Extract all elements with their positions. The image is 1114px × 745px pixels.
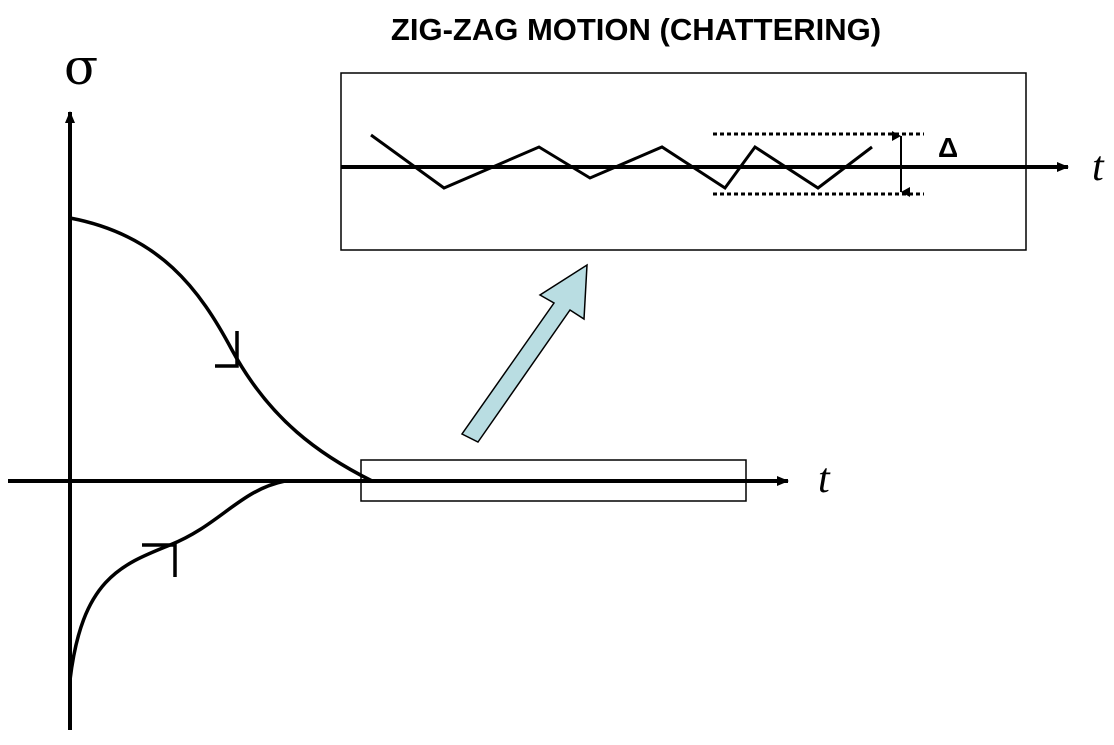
chattering-zigzag: [370, 133, 873, 191]
sliding-region-box: [360, 459, 747, 502]
y-axis-label: σ: [64, 38, 98, 96]
inset-x-axis-label: t: [1092, 144, 1105, 190]
zoom-arrow-icon: [460, 263, 588, 443]
x-axis-label: t: [818, 456, 831, 502]
lower-trajectory: [68, 479, 286, 681]
lower-trajectory-arrow-icon: [142, 543, 177, 577]
delta-label: Δ: [938, 132, 958, 163]
upper-trajectory-arrow-icon: [215, 331, 239, 368]
upper-trajectory: [69, 216, 373, 483]
diagram-title: ZIG-ZAG MOTION (CHATTERING): [391, 12, 881, 47]
inset-box: [340, 72, 1027, 251]
